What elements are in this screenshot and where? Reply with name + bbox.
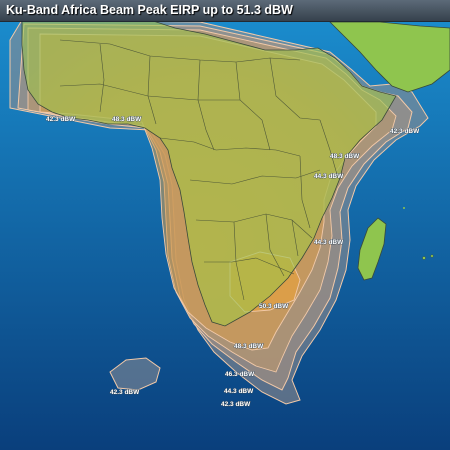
contour-labels: 42.3 dBW 48.3 dBW 42.3 dBW 48.3 dBW 44.3… (46, 116, 421, 409)
label-peak: 50.3 dBW (259, 303, 289, 310)
label-sw-island: 42.3 dBW (110, 389, 140, 396)
label-east-mid: 44.3 dBW (314, 173, 344, 180)
landmasses (21, 19, 450, 327)
madagascar (357, 217, 387, 281)
label-south-42: 42.3 dBW (221, 401, 251, 408)
country-borders (59, 39, 339, 301)
map-title: Ku-Band Africa Beam Peak EIRP up to 51.3… (6, 3, 293, 17)
title-bar: Ku-Band Africa Beam Peak EIRP up to 51.3… (0, 0, 450, 22)
arabian-peninsula (329, 21, 450, 93)
label-east-inner: 48.3 dBW (330, 153, 360, 160)
label-horn-outer: 42.3 dBW (390, 128, 420, 135)
label-south-46: 46.3 dBW (225, 371, 255, 378)
label-south-48: 48.3 dBW (234, 343, 264, 350)
label-south-44: 44.3 dBW (224, 388, 254, 395)
label-west-outer: 42.3 dBW (46, 116, 76, 123)
contour-sw-island (109, 357, 161, 391)
label-west-inner: 48.3 dBW (112, 116, 142, 123)
africa-land (21, 19, 397, 327)
label-mozambique: 44.3 dBW (314, 239, 344, 246)
